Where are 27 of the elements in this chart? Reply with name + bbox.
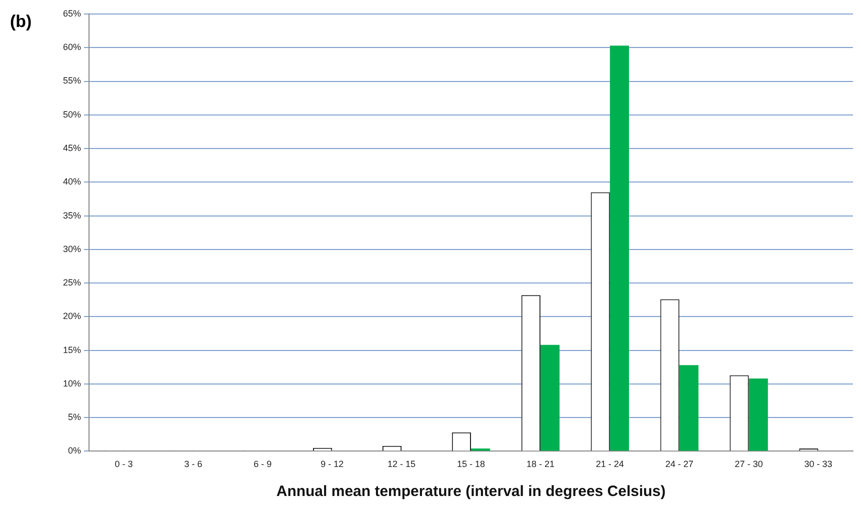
y-tick-label: 5% [68,412,82,422]
y-tick-label: 50% [63,109,82,120]
x-tick-label: 27 - 30 [734,459,763,470]
x-tick-label: 24 - 27 [665,459,694,470]
y-tick-label: 15% [63,344,82,355]
y-tick-label: 35% [63,210,82,220]
x-tick-label: 12 - 15 [388,459,416,470]
y-tick-label: 65% [63,8,82,18]
chart-title: (b) [10,12,32,32]
y-tick-label: 60% [63,42,82,52]
x-tick-label: 15 - 18 [456,459,486,470]
x-tick-label: 9 - 12 [320,459,344,470]
x-tick-label: 21 - 24 [596,459,624,470]
y-tick-label: 20% [63,311,82,322]
y-tick-label: 45% [63,143,82,154]
y-tick-label: 40% [63,176,82,187]
x-axis-title: Annual mean temperature (interval in degrees Celsius) [276,483,666,500]
y-tick-label: 55% [63,76,82,86]
x-tick-label: 30 - 33 [804,459,832,470]
x-tick-label: 18 - 21 [526,459,554,470]
y-tick-label: 25% [63,278,82,288]
x-tick-label: 0 - 3 [114,459,133,470]
x-tick-label: 3 - 6 [184,459,202,470]
y-tick-label: 10% [63,378,82,388]
y-tick-label: 30% [63,244,82,254]
y-tick-label: 0% [68,446,82,456]
x-tick-label: 6 - 9 [254,459,272,470]
